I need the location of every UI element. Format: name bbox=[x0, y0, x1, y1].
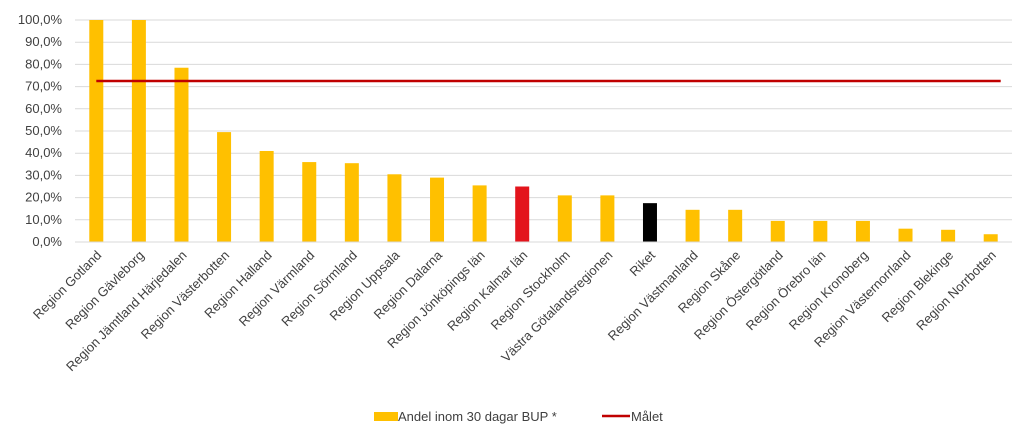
legend: Andel inom 30 dagar BUP * Målet bbox=[374, 409, 663, 424]
bar bbox=[259, 150, 274, 242]
bar bbox=[217, 132, 232, 242]
bars bbox=[89, 20, 998, 242]
bar bbox=[515, 186, 530, 242]
bar bbox=[941, 229, 956, 242]
bar bbox=[302, 162, 317, 242]
bar bbox=[430, 177, 445, 242]
legend-swatch-bar bbox=[374, 412, 398, 421]
x-tick-label: Region Gävleborg bbox=[62, 248, 147, 333]
x-tick-label: Riket bbox=[627, 247, 659, 279]
bar bbox=[898, 228, 913, 242]
bar bbox=[770, 220, 785, 242]
bar bbox=[472, 185, 487, 242]
x-tick-label: Region Kronoberg bbox=[786, 248, 871, 333]
bar bbox=[89, 20, 104, 242]
bar bbox=[344, 163, 359, 242]
y-tick-label: 60,0% bbox=[25, 101, 62, 116]
y-tick-label: 50,0% bbox=[25, 123, 62, 138]
y-tick-label: 30,0% bbox=[25, 167, 62, 182]
y-tick-label: 20,0% bbox=[25, 190, 62, 205]
y-axis-ticks: 0,0% 10,0% 20,0% 30,0% 40,0% 50,0% 60,0% 70,0% 8… bbox=[18, 12, 63, 249]
y-tick-label: 80,0% bbox=[25, 56, 62, 71]
bar bbox=[983, 234, 998, 242]
legend-label-line: Målet bbox=[631, 409, 663, 424]
x-tick-label: Region Stockholm bbox=[488, 248, 573, 333]
x-tick-label: Region Sörmland bbox=[278, 248, 360, 330]
bar bbox=[728, 209, 743, 242]
bar bbox=[131, 20, 146, 242]
bar bbox=[813, 220, 828, 242]
y-tick-label: 100,0% bbox=[18, 12, 63, 27]
y-tick-label: 40,0% bbox=[25, 145, 62, 160]
x-tick-label: Region Värmland bbox=[236, 248, 318, 330]
y-tick-label: 90,0% bbox=[25, 34, 62, 49]
bar bbox=[685, 209, 700, 242]
legend-label-bar: Andel inom 30 dagar BUP * bbox=[398, 409, 557, 424]
bar bbox=[855, 220, 870, 242]
y-tick-label: 10,0% bbox=[25, 212, 62, 227]
x-tick-label: Region Kalmar län bbox=[444, 248, 530, 334]
x-tick-label: Region Norrbotten bbox=[913, 248, 999, 334]
y-tick-label: 70,0% bbox=[25, 79, 62, 94]
bar bbox=[557, 195, 572, 242]
gridlines bbox=[75, 19, 1012, 221]
x-tick-label: Region Örebro län bbox=[743, 248, 829, 334]
bar bbox=[642, 203, 657, 242]
bar bbox=[600, 195, 615, 242]
y-tick-label: 0,0% bbox=[32, 234, 62, 249]
bar bbox=[387, 174, 402, 242]
bar bbox=[174, 67, 189, 242]
